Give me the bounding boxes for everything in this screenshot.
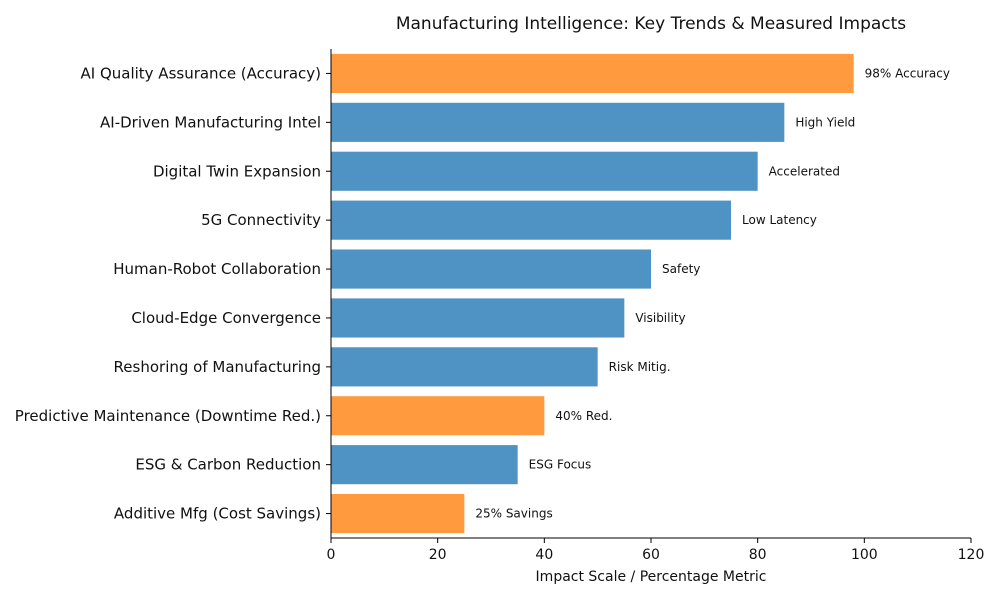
bar-value-label-0: 98% Accuracy [865, 66, 950, 80]
bar-value-label-5: Visibility [635, 311, 685, 325]
bar-value-label-6: Risk Mitig. [609, 360, 671, 374]
bar-value-label-1: High Yield [795, 115, 855, 129]
category-label-9: Additive Mfg (Cost Savings) [114, 505, 321, 523]
bar-0 [331, 53, 854, 94]
x-axis-label: Impact Scale / Percentage Metric [536, 569, 767, 585]
x-tick-label-1: 20 [429, 547, 447, 563]
bar-6 [331, 347, 598, 387]
bar-value-label-3: Low Latency [742, 213, 817, 227]
x-tick-label-5: 100 [851, 547, 878, 563]
bar-value-label-4: Safety [662, 262, 700, 276]
category-label-6: Reshoring of Manufacturing [114, 358, 321, 376]
category-label-0: AI Quality Assurance (Accuracy) [80, 64, 321, 82]
bar-7 [331, 396, 545, 436]
chart-title: Manufacturing Intelligence: Key Trends &… [396, 14, 906, 34]
category-label-8: ESG & Carbon Reduction [135, 456, 321, 474]
category-label-2: Digital Twin Expansion [153, 162, 321, 180]
x-tick-label-2: 40 [535, 547, 553, 563]
bar-4 [331, 249, 651, 289]
bar-2 [331, 151, 758, 191]
x-tick-label-4: 80 [749, 547, 767, 563]
bar-value-label-2: Accelerated [769, 164, 840, 178]
x-tick-label-0: 0 [327, 547, 336, 563]
bar-1 [331, 102, 785, 142]
bar-value-label-7: 40% Red. [555, 409, 612, 423]
x-tick-label-3: 60 [642, 547, 660, 563]
category-label-7: Predictive Maintenance (Downtime Red.) [15, 407, 321, 425]
bar-value-label-9: 25% Savings [475, 507, 552, 521]
bar-3 [331, 200, 731, 240]
category-label-1: AI-Driven Manufacturing Intel [100, 113, 321, 131]
bar-5 [331, 298, 625, 338]
axes-layer: 0 20 40 60 80 100 120 [327, 49, 985, 563]
bar-value-label-8: ESG Focus [529, 458, 592, 472]
category-label-4: Human-Robot Collaboration [113, 260, 321, 278]
category-label-3: 5G Connectivity [201, 211, 321, 229]
bars-layer: 98% Accuracy AI Quality Assurance (Accura… [15, 53, 950, 534]
category-label-5: Cloud-Edge Convergence [131, 309, 321, 327]
bar-9 [331, 493, 465, 534]
x-tick-label-6: 120 [958, 547, 985, 563]
bar-8 [331, 445, 518, 485]
